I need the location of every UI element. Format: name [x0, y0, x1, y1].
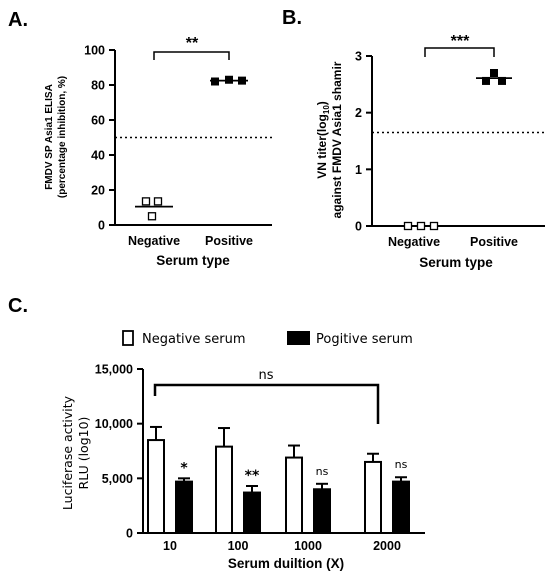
- panel-a-tick-label: 0: [98, 219, 105, 233]
- panel-a-category-positive: Positive: [205, 234, 253, 248]
- panel-b-y-label-subscript: 10: [322, 105, 331, 114]
- panel-a-point-positive: [211, 77, 219, 86]
- panel-a-tick-label: 40: [91, 149, 105, 163]
- panel-c-tick-label: 0: [126, 527, 133, 541]
- panel-a-category-negative: Negative: [128, 234, 180, 248]
- panel-a-tick-label: 80: [91, 79, 105, 93]
- panel-a-significance: **: [186, 35, 199, 52]
- panel-c-category-label: 100: [228, 539, 249, 553]
- legend-swatch-positive: [287, 331, 310, 345]
- legend-label-positive: Pogitive serum: [316, 332, 413, 347]
- panel-c-bar-negative: [364, 460, 382, 534]
- panel-b-y-label-main: VN titer(log: [315, 114, 329, 179]
- panel-a-y-label: FMDV SP Asia1 ELISA (percentage inhibiti…: [44, 76, 68, 198]
- panel-c-tick-label: 15,000: [95, 363, 133, 377]
- panel-c-annotation: **: [245, 468, 260, 484]
- panel-a-tick-label: 20: [91, 184, 105, 198]
- panel-a-x-label: Serum type: [156, 253, 230, 268]
- panel-a-label: A.: [8, 9, 28, 31]
- panel-b-y-label-line2: against FMDV Asia1 shamir: [330, 61, 344, 218]
- panel-c-tick-label: 10,000: [95, 417, 133, 431]
- panel-a-y-label-line1: FMDV SP Asia1 ELISA: [44, 84, 55, 190]
- panel-c-chart: Negative serum Pogitive serum 0 5,000 10,0…: [60, 330, 425, 571]
- panel-b-category-positive: Positive: [470, 235, 518, 249]
- panel-a-point-negative: [141, 197, 151, 206]
- panel-b-point-negative: [416, 221, 426, 231]
- panel-a-significance-bracket: [153, 51, 230, 60]
- legend-swatch-negative: [122, 330, 134, 346]
- panel-b-tick-label: 2: [355, 106, 362, 120]
- panel-b-point-positive: [498, 76, 506, 85]
- panel-c-category-label: 10: [163, 539, 177, 553]
- panel-b-significance-bracket: [424, 47, 495, 57]
- panel-b-tick-label: 1: [355, 163, 362, 177]
- panel-b-points: [403, 69, 512, 231]
- panel-c-y-ticks: 0 5,000 10,000 15,000: [95, 363, 143, 541]
- panel-a-points: [135, 75, 248, 221]
- panel-c-tick-label: 5,000: [102, 472, 133, 486]
- panel-a-tick-label: 100: [84, 44, 105, 58]
- panel-c-bar-positive: [175, 480, 193, 535]
- panel-a-point-positive: [238, 76, 246, 85]
- panel-c-category-label: 2000: [373, 539, 401, 553]
- panel-c-annotation: *: [180, 460, 188, 476]
- panel-a-y-label-line2: (percentage inhibition, %): [57, 76, 68, 198]
- panel-b-y-label: VN titer(log10) against FMDV Asia1 shami…: [315, 61, 344, 218]
- panel-b-point-positive: [482, 76, 490, 85]
- panel-c-bracket-label: ns: [258, 368, 273, 383]
- panel-a-chart: 0 20 40 60 80 100 ** Negative Positive Serum …: [44, 35, 272, 268]
- panel-c-bar-negative: [285, 456, 303, 534]
- panel-b-point-negative: [403, 221, 413, 231]
- panel-b-point-positive: [490, 69, 498, 77]
- panel-b-y-label-close: ): [315, 101, 329, 105]
- panel-b-label: B.: [282, 7, 302, 29]
- panel-b-tick-label: 3: [355, 50, 362, 64]
- legend-label-negative: Negative serum: [142, 332, 246, 347]
- panel-c-bar-positive: [313, 488, 331, 534]
- panel-a-point-positive: [225, 75, 233, 84]
- panel-c-annotation: ns: [395, 458, 408, 471]
- panel-b-tick-label: 0: [355, 220, 362, 234]
- panel-a-tick-label: 60: [91, 114, 105, 128]
- panel-c-bar-negative: [147, 439, 165, 535]
- panel-c-label: C.: [8, 295, 28, 317]
- panel-c-bars: 10 100 1000 2000: [147, 425, 410, 553]
- panel-b-x-label: Serum type: [419, 255, 493, 270]
- panel-c-bracket: [153, 383, 380, 424]
- panel-b-category-negative: Negative: [388, 235, 440, 249]
- panel-b-y-ticks: 0 1 2 3: [355, 50, 372, 234]
- panel-c-category-label: 1000: [294, 539, 322, 553]
- panel-b-point-negative: [429, 221, 439, 231]
- panel-a-point-negative: [153, 197, 163, 206]
- panel-a-point-negative: [147, 212, 157, 221]
- panel-c-bar-negative: [215, 445, 233, 535]
- panel-b-significance: ***: [451, 33, 470, 50]
- panel-c-bar-positive: [392, 480, 410, 535]
- panel-b-chart: 0 1 2 3 *** Negative Positive Serum type VN…: [315, 33, 545, 270]
- panel-c-y-label: Luciferase activity RLU (log10): [60, 395, 91, 510]
- panel-c-bar-positive: [243, 491, 261, 534]
- panel-c-y-label-line1: Luciferase activity: [60, 395, 75, 510]
- panel-b-y-label-line1: VN titer(log10): [315, 101, 331, 179]
- panel-c-annotation: ns: [316, 465, 329, 478]
- panel-a-y-ticks: 0 20 40 60 80 100: [84, 44, 115, 233]
- panel-c-x-label: Serum duiltion (X): [228, 556, 344, 571]
- panel-c-y-label-line2: RLU (log10): [76, 417, 91, 490]
